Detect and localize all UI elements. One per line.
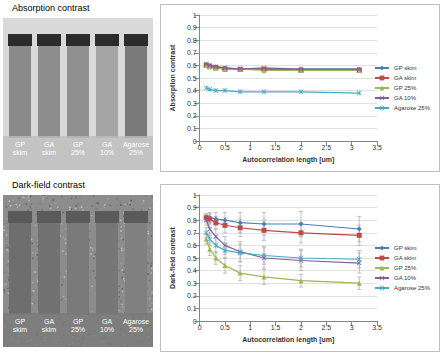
svg-text:1: 1	[193, 12, 197, 19]
svg-text:GA10%: GA10%	[100, 141, 114, 156]
svg-text:2.5: 2.5	[321, 144, 331, 151]
svg-text:0.3: 0.3	[187, 280, 197, 287]
svg-text:GP 25%: GP 25%	[394, 265, 417, 271]
svg-text:Dark-field contrast: Dark-field contrast	[169, 226, 176, 289]
svg-text:0.2: 0.2	[187, 112, 197, 119]
svg-text:GPskim: GPskim	[13, 141, 28, 156]
svg-text:Agarose25%: Agarose25%	[123, 141, 149, 156]
svg-text:GP25%: GP25%	[71, 141, 85, 156]
svg-text:0.9: 0.9	[187, 24, 197, 31]
svg-text:0: 0	[193, 318, 197, 325]
svg-text:GA10%: GA10%	[100, 318, 114, 333]
svg-text:1: 1	[248, 324, 252, 331]
svg-text:GAskim: GAskim	[42, 318, 57, 333]
svg-text:0.4: 0.4	[187, 267, 197, 274]
svg-text:Agarose 25%: Agarose 25%	[394, 105, 431, 111]
svg-text:Agarose 25%: Agarose 25%	[394, 285, 431, 291]
svg-text:3: 3	[350, 144, 354, 151]
svg-text:GA skim: GA skim	[394, 75, 416, 81]
svg-text:0.7: 0.7	[187, 49, 197, 56]
svg-text:0.6: 0.6	[187, 242, 197, 249]
svg-text:0.2: 0.2	[187, 292, 197, 299]
svg-text:0.5: 0.5	[220, 324, 230, 331]
svg-text:0.7: 0.7	[187, 229, 197, 236]
svg-text:GP skim: GP skim	[394, 65, 417, 71]
svg-text:0.5: 0.5	[220, 144, 230, 151]
svg-text:0.8: 0.8	[187, 37, 197, 44]
svg-text:3: 3	[350, 324, 354, 331]
svg-text:Autocorrelation length [um]: Autocorrelation length [um]	[242, 336, 334, 344]
svg-text:GA 10%: GA 10%	[394, 275, 417, 281]
svg-text:0: 0	[198, 144, 202, 151]
svg-text:0.5: 0.5	[187, 255, 197, 262]
svg-text:2: 2	[299, 324, 303, 331]
svg-text:1: 1	[248, 144, 252, 151]
html-text:Dark-field contrast: Dark-field contrast	[12, 180, 85, 190]
svg-text:2: 2	[299, 144, 303, 151]
svg-text:0.1: 0.1	[187, 125, 197, 132]
svg-text:GP25%: GP25%	[71, 318, 85, 333]
svg-text:GA skim: GA skim	[394, 255, 416, 261]
svg-text:3.5: 3.5	[372, 144, 382, 151]
svg-text:1.5: 1.5	[271, 144, 281, 151]
svg-text:GP 25%: GP 25%	[394, 85, 417, 91]
svg-text:Absorption contrast: Absorption contrast	[169, 44, 177, 112]
svg-text:GA 10%: GA 10%	[394, 95, 417, 101]
svg-text:0.6: 0.6	[187, 62, 197, 69]
svg-text:0.5: 0.5	[187, 75, 197, 82]
svg-text:3.5: 3.5	[372, 324, 382, 331]
svg-text:2.5: 2.5	[321, 324, 331, 331]
svg-text:1: 1	[193, 192, 197, 199]
svg-text:Agarose25%: Agarose25%	[123, 318, 149, 333]
svg-text:Autocorrelation length [um]: Autocorrelation length [um]	[242, 156, 334, 164]
svg-text:0: 0	[193, 138, 197, 145]
svg-text:GPskim: GPskim	[13, 318, 28, 333]
svg-text:0.1: 0.1	[187, 305, 197, 312]
svg-text:0.9: 0.9	[187, 204, 197, 211]
svg-text:0.8: 0.8	[187, 217, 197, 224]
svg-text:GAskim: GAskim	[42, 141, 57, 156]
svg-text:1.5: 1.5	[271, 324, 281, 331]
html-text:Absorption contrast: Absorption contrast	[12, 3, 90, 13]
svg-text:0.3: 0.3	[187, 100, 197, 107]
svg-text:0: 0	[198, 324, 202, 331]
svg-text:0.4: 0.4	[187, 87, 197, 94]
svg-text:GP skim: GP skim	[394, 245, 417, 251]
